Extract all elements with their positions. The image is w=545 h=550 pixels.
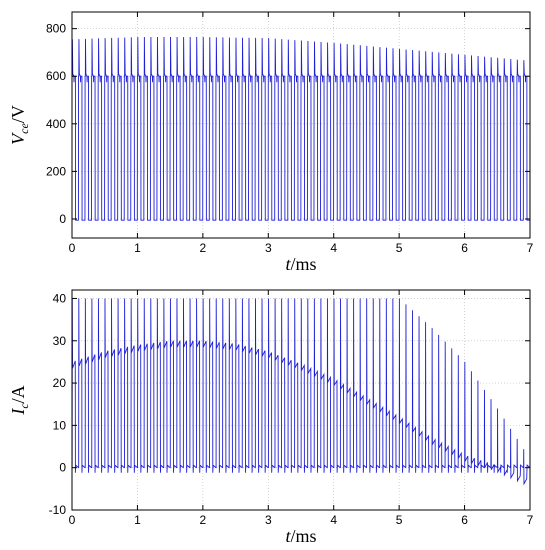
series-line <box>71 36 531 221</box>
x-tick-label: 2 <box>200 513 207 527</box>
y-axis-subscript: c <box>17 403 31 409</box>
x-tick-label: 7 <box>527 513 534 527</box>
x-tick-label: 2 <box>200 241 207 255</box>
x-tick-label: 0 <box>69 513 76 527</box>
y-axis-unit: /V <box>8 105 28 123</box>
x-axis-title: t/ms <box>285 254 316 274</box>
y-tick-label: 10 <box>53 418 67 432</box>
plot-frame <box>71 11 531 239</box>
x-axis-title: t/ms <box>285 526 316 546</box>
y-tick-label: 20 <box>53 376 67 390</box>
y-axis-var: V <box>8 132 28 145</box>
y-axis-var: I <box>8 408 28 416</box>
x-tick-label: 7 <box>527 241 534 255</box>
x-tick-label: 4 <box>330 241 337 255</box>
y-tick-label: -10 <box>49 503 67 517</box>
y-tick-label: 30 <box>53 334 67 348</box>
plot-frame <box>71 289 531 511</box>
y-tick-label: 0 <box>59 461 66 475</box>
x-axis-var: t <box>285 254 291 274</box>
y-tick-label: 0 <box>59 212 66 226</box>
y-axis-subscript: ce <box>17 123 31 134</box>
x-axis-unit: /ms <box>291 254 317 274</box>
x-axis-unit: /ms <box>291 526 317 546</box>
x-tick-label: 1 <box>134 241 141 255</box>
y-tick-label: 600 <box>46 69 66 83</box>
y-tick-label: 800 <box>46 22 66 36</box>
x-tick-label: 6 <box>461 513 468 527</box>
y-tick-label: 200 <box>46 164 66 178</box>
x-tick-label: 3 <box>265 513 272 527</box>
y-tick-label: 40 <box>53 291 67 305</box>
vce-chart: 0 1 2 3 4 5 6 7 0 200 400 600 800 t/ms Vce/V <box>8 11 534 274</box>
x-axis-var: t <box>285 526 291 546</box>
x-tick-label: 4 <box>330 513 337 527</box>
y-axis-title: Vce/V <box>8 105 31 145</box>
x-tick-label: 1 <box>134 513 141 527</box>
x-tick-label: 6 <box>461 241 468 255</box>
x-tick-label: 3 <box>265 241 272 255</box>
y-tick-label: 400 <box>46 117 66 131</box>
y-axis-unit: /A <box>8 385 28 403</box>
series-line <box>71 298 531 486</box>
x-tick-label: 5 <box>396 513 403 527</box>
x-tick-label: 5 <box>396 241 403 255</box>
y-axis-title: Ic/A <box>8 385 31 415</box>
x-tick-label: 0 <box>69 241 76 255</box>
